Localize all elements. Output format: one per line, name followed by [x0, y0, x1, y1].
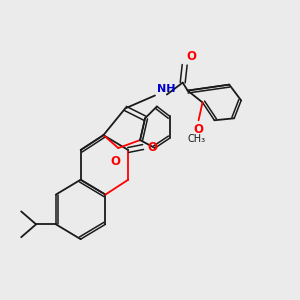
Text: O: O: [110, 155, 120, 168]
Text: NH: NH: [157, 83, 176, 94]
Text: O: O: [194, 123, 203, 136]
Text: O: O: [187, 50, 197, 63]
Text: O: O: [147, 140, 157, 154]
Text: CH₃: CH₃: [188, 134, 206, 144]
